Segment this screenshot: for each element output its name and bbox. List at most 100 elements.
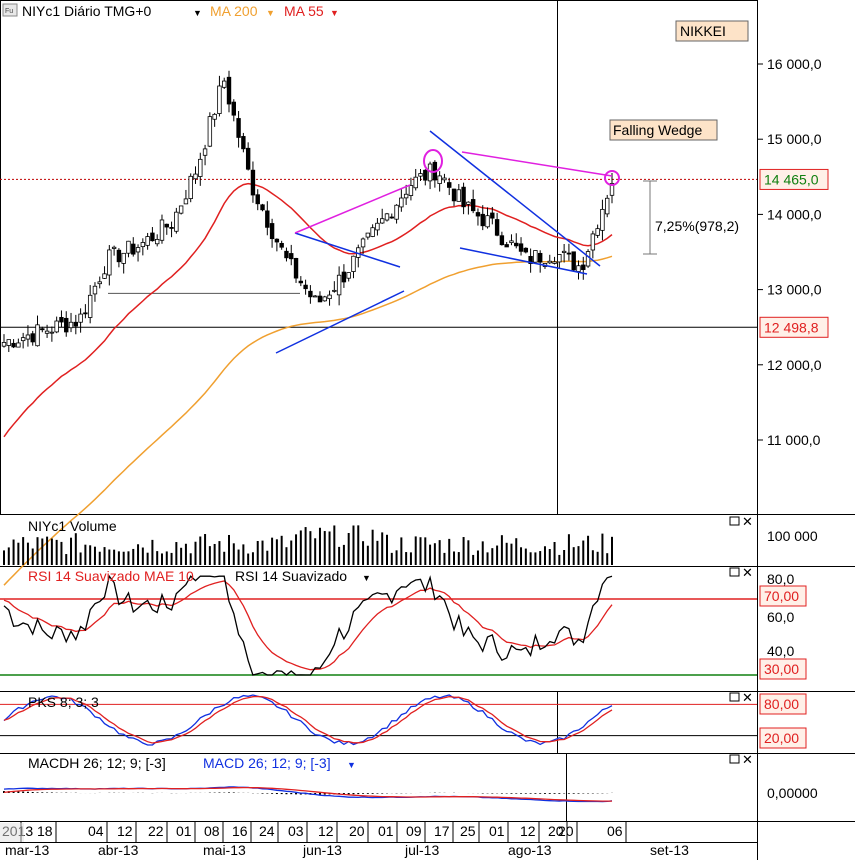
candle-body bbox=[212, 113, 217, 120]
day-label: 18 bbox=[37, 823, 53, 839]
candle-body bbox=[145, 236, 150, 246]
rsi-tick-60: 60,0 bbox=[767, 609, 794, 625]
price-tick-label: 16 000,0 bbox=[767, 56, 822, 72]
volume-bars bbox=[3, 525, 613, 565]
day-label: 01 bbox=[378, 823, 394, 839]
stoch-d-path bbox=[3, 695, 613, 744]
candle-body bbox=[107, 249, 112, 276]
candle-body bbox=[322, 296, 327, 302]
candle-body bbox=[418, 173, 423, 177]
candle-body bbox=[274, 238, 280, 243]
rsi-title-black[interactable]: RSI 14 Suavizado bbox=[235, 568, 347, 584]
candle-body bbox=[40, 328, 45, 331]
rsi-level-high-box bbox=[759, 585, 807, 607]
candle-body bbox=[11, 342, 16, 348]
price-tick-label: 15 000,0 bbox=[767, 131, 822, 147]
candle-body bbox=[609, 183, 615, 196]
rsi-dropdown[interactable]: ▼ bbox=[362, 573, 371, 583]
macd-dropdown[interactable]: ▼ bbox=[347, 760, 356, 770]
candle-body bbox=[423, 169, 428, 181]
ma200-path bbox=[3, 255, 613, 586]
wedge-lower bbox=[459, 247, 588, 275]
candle-body bbox=[35, 324, 40, 347]
candle-body bbox=[561, 250, 567, 253]
candle-body bbox=[360, 238, 366, 248]
candle-body bbox=[226, 76, 232, 105]
ma55-legend[interactable]: MA 55 bbox=[284, 3, 324, 19]
time-axis: 2013180412220108162403122001091725011220… bbox=[0, 822, 757, 858]
month-label: mar-13 bbox=[5, 842, 50, 858]
candle-body bbox=[245, 147, 251, 170]
candle-body bbox=[83, 312, 88, 315]
candle-body bbox=[389, 216, 394, 219]
candle-body bbox=[1, 342, 7, 347]
price-axis: 16 000,0 15 000,0 14 000,0 13 000,0 12 000,0… bbox=[757, 56, 829, 448]
candle-body bbox=[581, 264, 586, 270]
candle-body bbox=[25, 334, 31, 340]
candle-body bbox=[260, 204, 265, 211]
fu-icon bbox=[2, 3, 18, 17]
candlesticks bbox=[1, 70, 615, 353]
candle-body bbox=[595, 228, 600, 236]
volume-restore-icon bbox=[729, 516, 740, 526]
candle-body bbox=[193, 173, 198, 180]
candle-body bbox=[87, 294, 93, 318]
candle-body bbox=[547, 260, 552, 264]
day-label: 20 bbox=[349, 823, 365, 839]
candle-body bbox=[571, 251, 576, 271]
rsi-title-red[interactable]: RSI 14 Suavizado MAE 10 bbox=[28, 568, 194, 584]
ma55-dropdown[interactable]: ▼ bbox=[330, 8, 339, 18]
candle-body bbox=[566, 252, 572, 255]
symbol-title[interactable]: NIYc1 Diário TMG+0 bbox=[22, 3, 151, 19]
stoch-level-low: 20,00 bbox=[764, 730, 799, 746]
candle-body bbox=[241, 136, 246, 150]
day-label: 22 bbox=[148, 823, 164, 839]
candle-body bbox=[102, 273, 107, 279]
candle-body bbox=[576, 265, 581, 272]
month-label: jul-13 bbox=[404, 842, 439, 858]
rsi-smoothed-path bbox=[3, 580, 613, 671]
rsi-tick-80: 80,0 bbox=[767, 571, 794, 587]
ma200-dropdown[interactable]: ▼ bbox=[266, 8, 275, 18]
candle-body bbox=[533, 250, 538, 263]
day-label: 24 bbox=[259, 823, 275, 839]
candle-body bbox=[605, 197, 610, 215]
candle-body bbox=[514, 242, 519, 247]
trendline-lower bbox=[275, 290, 405, 354]
candle-body bbox=[30, 333, 35, 343]
candle-body bbox=[312, 295, 318, 298]
circle-peak-2 bbox=[604, 170, 620, 186]
candle-body bbox=[202, 148, 208, 156]
trendline-upper bbox=[294, 232, 401, 268]
ma55-path bbox=[3, 182, 613, 438]
candle-body bbox=[413, 176, 418, 189]
macd-title-blue[interactable]: MACD 26; 12; 9; [-3] bbox=[203, 755, 331, 771]
day-label: 03 bbox=[288, 823, 304, 839]
candle-body bbox=[523, 247, 529, 253]
ma200-legend[interactable]: MA 200 bbox=[210, 3, 258, 19]
candle-body bbox=[178, 205, 184, 214]
candle-body bbox=[92, 285, 98, 295]
month-label: set-13 bbox=[650, 842, 689, 858]
day-label: 08 bbox=[204, 823, 220, 839]
price-frame bbox=[0, 0, 758, 515]
candle-body bbox=[375, 222, 380, 231]
stoch-title[interactable]: PKS 8; 3; 3 bbox=[28, 694, 99, 710]
candle-body bbox=[250, 169, 256, 196]
candle-body bbox=[346, 272, 351, 279]
candle-body bbox=[64, 317, 69, 333]
day-label: 12 bbox=[318, 823, 334, 839]
macd-title-black[interactable]: MACDH 26; 12; 9; [-3] bbox=[28, 755, 166, 771]
rsi-level-low-box bbox=[759, 658, 807, 680]
candle-body bbox=[308, 290, 313, 298]
candle-body bbox=[298, 280, 304, 284]
candle-body bbox=[150, 232, 155, 242]
month-label: mai-13 bbox=[203, 842, 246, 858]
candle-body bbox=[6, 339, 11, 346]
measure-label: 7,25%(978,2) bbox=[655, 218, 739, 234]
dropdown-arrow[interactable]: ▼ bbox=[193, 8, 202, 18]
candle-body bbox=[126, 240, 131, 254]
day-label: 01 bbox=[176, 823, 192, 839]
candle-body bbox=[68, 321, 74, 329]
